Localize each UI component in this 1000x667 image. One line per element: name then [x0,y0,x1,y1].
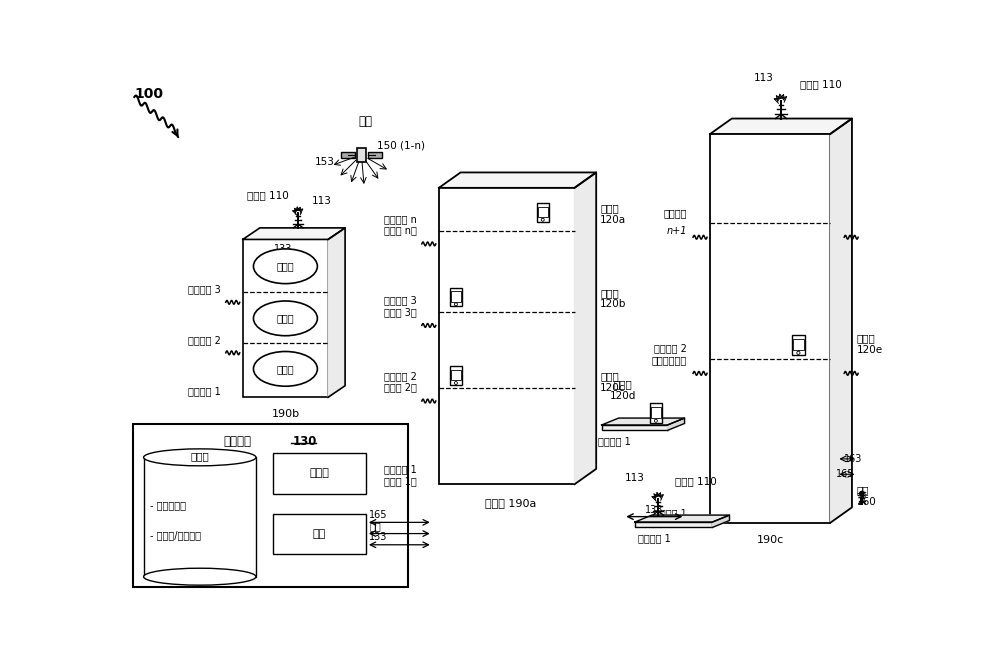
Text: 130: 130 [292,435,317,448]
Text: 150 (1-n): 150 (1-n) [377,141,425,151]
Text: 海拔高度 3
（楼层 3）: 海拔高度 3 （楼层 3） [384,295,417,317]
Text: 发射机 110: 发射机 110 [247,191,288,201]
Ellipse shape [144,568,256,585]
Polygon shape [574,173,596,484]
Text: 133: 133 [274,243,292,253]
Bar [635,522,712,528]
Text: - 建筑物数据: - 建筑物数据 [150,500,186,510]
Ellipse shape [253,301,317,336]
Text: 卫星: 卫星 [358,115,372,128]
Bar [133,424,408,588]
Text: 数据源: 数据源 [190,451,209,461]
Text: 113: 113 [312,196,332,206]
Bar [357,148,366,161]
Polygon shape [712,515,730,528]
Bar [243,239,328,398]
Text: - 接收机/用户数据: - 接收机/用户数据 [150,530,201,540]
Bar [602,425,668,430]
Text: 153: 153 [314,157,334,167]
Bar [537,203,549,221]
Bar [793,339,804,350]
Text: 勘探的: 勘探的 [277,261,294,271]
Text: 接收机
120c: 接收机 120c [600,371,626,393]
Text: 接收机
120e: 接收机 120e [857,334,883,355]
Text: 133: 133 [369,532,388,542]
Text: 113: 113 [753,73,773,83]
Bar [144,458,256,577]
Text: 接收机
120a: 接收机 120a [600,203,626,225]
Bar [273,514,366,554]
Bar [538,207,548,217]
Polygon shape [439,173,596,188]
Text: 海拔高度: 海拔高度 [663,208,687,218]
Text: 100: 100 [134,87,163,101]
Text: 165: 165 [836,470,855,480]
Text: 海拔高度 1: 海拔高度 1 [638,534,671,544]
Polygon shape [602,418,685,425]
Text: 海拔高度 n
（楼层 n）: 海拔高度 n （楼层 n） [384,214,417,235]
Text: 海拔高度 1
（楼层 1）: 海拔高度 1 （楼层 1） [384,464,417,486]
Text: 190b: 190b [271,409,299,419]
Ellipse shape [144,449,256,466]
Text: 海拔高度 1: 海拔高度 1 [654,508,687,518]
Text: 建筑物 190a: 建筑物 190a [485,498,536,508]
Text: n+1: n+1 [666,227,687,237]
Bar [368,151,382,158]
Text: 113: 113 [624,473,644,483]
Text: 190c: 190c [757,535,784,545]
Bar [710,134,830,523]
Polygon shape [243,228,345,239]
Polygon shape [328,228,345,398]
Bar [451,370,461,380]
Bar [439,188,574,484]
Text: 接收机
120d: 接收机 120d [610,380,637,401]
Ellipse shape [253,352,317,386]
Bar [650,404,662,423]
Polygon shape [830,119,852,523]
Bar [451,291,461,301]
Bar [341,151,355,158]
Text: 节点
160: 节点 160 [857,485,876,507]
Text: 133: 133 [645,505,664,515]
Bar [273,454,366,494]
Text: 勘探的: 勘探的 [277,364,294,374]
Text: 海拔高度 1: 海拔高度 1 [598,436,631,446]
Ellipse shape [253,249,317,283]
Text: 163: 163 [844,454,863,464]
Text: 海拔高度 3: 海拔高度 3 [188,284,221,294]
Text: 海拔高度 1: 海拔高度 1 [188,386,221,396]
Polygon shape [668,418,685,430]
Text: 海拔高度 2
（地理围栏）: 海拔高度 2 （地理围栏） [652,344,687,365]
Bar [450,287,462,306]
Polygon shape [635,515,730,522]
Text: 勘探的: 勘探的 [277,313,294,323]
Text: 其他: 其他 [369,521,381,531]
Text: 海拔高度 2: 海拔高度 2 [188,335,221,345]
Bar [792,335,805,355]
Polygon shape [710,119,852,134]
Text: 海拔高度 2
（楼层 2）: 海拔高度 2 （楼层 2） [384,371,417,393]
Text: 后端系统: 后端系统 [223,435,251,448]
Bar [651,408,661,418]
Text: 处理器: 处理器 [310,468,329,478]
Bar [450,366,462,385]
Text: 165: 165 [369,510,388,520]
Text: 接口: 接口 [313,528,326,538]
Text: 发射机 110: 发射机 110 [800,79,842,89]
Text: 发射机 110: 发射机 110 [675,476,717,486]
Text: 接收机
120b: 接收机 120b [600,287,626,309]
